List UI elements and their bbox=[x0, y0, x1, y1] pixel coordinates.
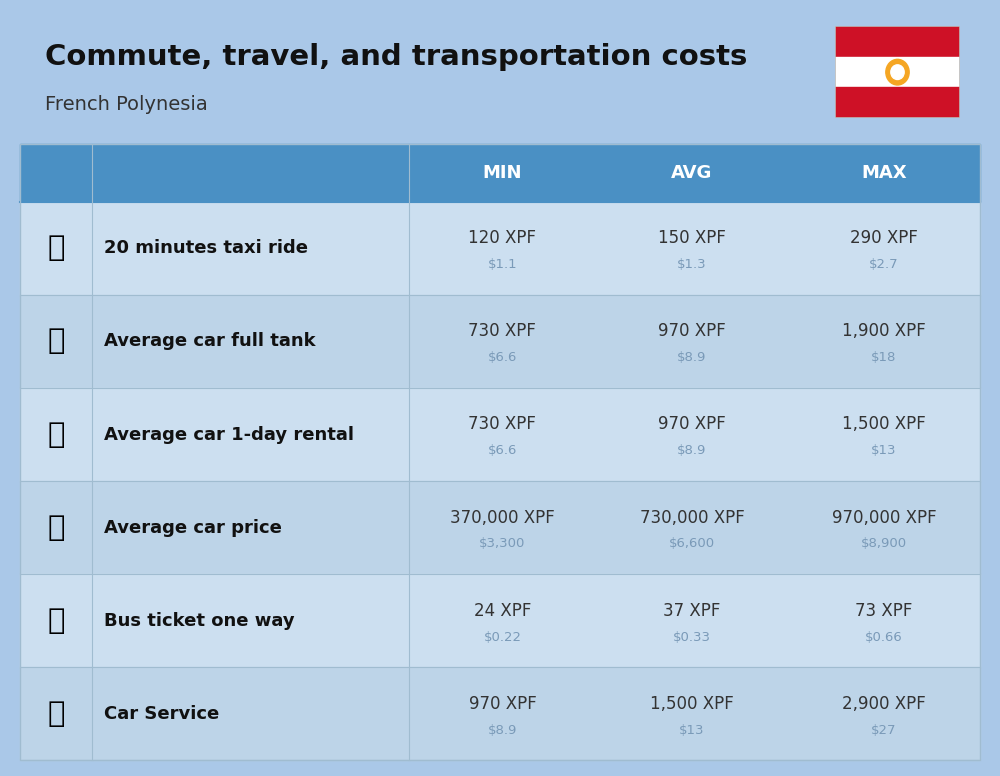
Text: $13: $13 bbox=[679, 724, 705, 736]
Text: 🚗: 🚗 bbox=[47, 514, 65, 542]
Text: 730 XPF: 730 XPF bbox=[468, 415, 536, 434]
Text: Car Service: Car Service bbox=[104, 705, 219, 723]
Text: AVG: AVG bbox=[671, 164, 713, 182]
Text: 120 XPF: 120 XPF bbox=[468, 229, 536, 248]
Text: 730 XPF: 730 XPF bbox=[468, 322, 536, 341]
Text: $6.6: $6.6 bbox=[488, 445, 517, 457]
Text: 🚖: 🚖 bbox=[47, 234, 65, 262]
Text: $18: $18 bbox=[871, 352, 897, 364]
Text: $1.1: $1.1 bbox=[488, 258, 517, 271]
Circle shape bbox=[891, 65, 904, 79]
Text: $2.7: $2.7 bbox=[869, 258, 899, 271]
Text: 37 XPF: 37 XPF bbox=[663, 601, 721, 620]
Text: 970,000 XPF: 970,000 XPF bbox=[832, 508, 936, 527]
Text: $1.3: $1.3 bbox=[677, 258, 707, 271]
Text: 1,500 XPF: 1,500 XPF bbox=[650, 695, 734, 713]
Text: $8,900: $8,900 bbox=[861, 538, 907, 550]
Text: 150 XPF: 150 XPF bbox=[658, 229, 726, 248]
Text: 73 XPF: 73 XPF bbox=[855, 601, 913, 620]
Text: 1,500 XPF: 1,500 XPF bbox=[842, 415, 926, 434]
Text: $0.33: $0.33 bbox=[673, 631, 711, 643]
Text: MAX: MAX bbox=[861, 164, 907, 182]
Bar bbox=[835, 87, 960, 118]
Text: $13: $13 bbox=[871, 445, 897, 457]
Text: Average car 1-day rental: Average car 1-day rental bbox=[104, 425, 354, 444]
Text: ⛽: ⛽ bbox=[47, 327, 65, 355]
Text: 970 XPF: 970 XPF bbox=[469, 695, 536, 713]
Text: Average car price: Average car price bbox=[104, 518, 281, 537]
Text: $0.66: $0.66 bbox=[865, 631, 903, 643]
Text: 🚌: 🚌 bbox=[47, 607, 65, 635]
Text: 730,000 XPF: 730,000 XPF bbox=[640, 508, 744, 527]
Text: $3,300: $3,300 bbox=[479, 538, 526, 550]
Text: $27: $27 bbox=[871, 724, 897, 736]
Text: $6,600: $6,600 bbox=[669, 538, 715, 550]
Bar bbox=[835, 26, 960, 57]
Text: $8.9: $8.9 bbox=[677, 445, 707, 457]
Text: $0.22: $0.22 bbox=[483, 631, 521, 643]
Text: Commute, travel, and transportation costs: Commute, travel, and transportation cost… bbox=[45, 43, 747, 71]
Text: 24 XPF: 24 XPF bbox=[474, 601, 531, 620]
Bar bbox=[835, 57, 960, 87]
Text: $8.9: $8.9 bbox=[488, 724, 517, 736]
Text: 🚙: 🚙 bbox=[47, 421, 65, 449]
Text: 290 XPF: 290 XPF bbox=[850, 229, 918, 248]
Circle shape bbox=[886, 59, 909, 85]
Text: French Polynesia: French Polynesia bbox=[45, 95, 208, 113]
Text: 1,900 XPF: 1,900 XPF bbox=[842, 322, 926, 341]
Text: Bus ticket one way: Bus ticket one way bbox=[104, 611, 294, 630]
Text: 🛠: 🛠 bbox=[47, 700, 65, 728]
Text: MIN: MIN bbox=[483, 164, 522, 182]
Text: $6.6: $6.6 bbox=[488, 352, 517, 364]
Text: 370,000 XPF: 370,000 XPF bbox=[450, 508, 555, 527]
Text: 2,900 XPF: 2,900 XPF bbox=[842, 695, 926, 713]
Text: Average car full tank: Average car full tank bbox=[104, 332, 315, 351]
Text: $8.9: $8.9 bbox=[677, 352, 707, 364]
Text: 970 XPF: 970 XPF bbox=[658, 415, 726, 434]
Text: 970 XPF: 970 XPF bbox=[658, 322, 726, 341]
Text: 20 minutes taxi ride: 20 minutes taxi ride bbox=[104, 239, 308, 258]
